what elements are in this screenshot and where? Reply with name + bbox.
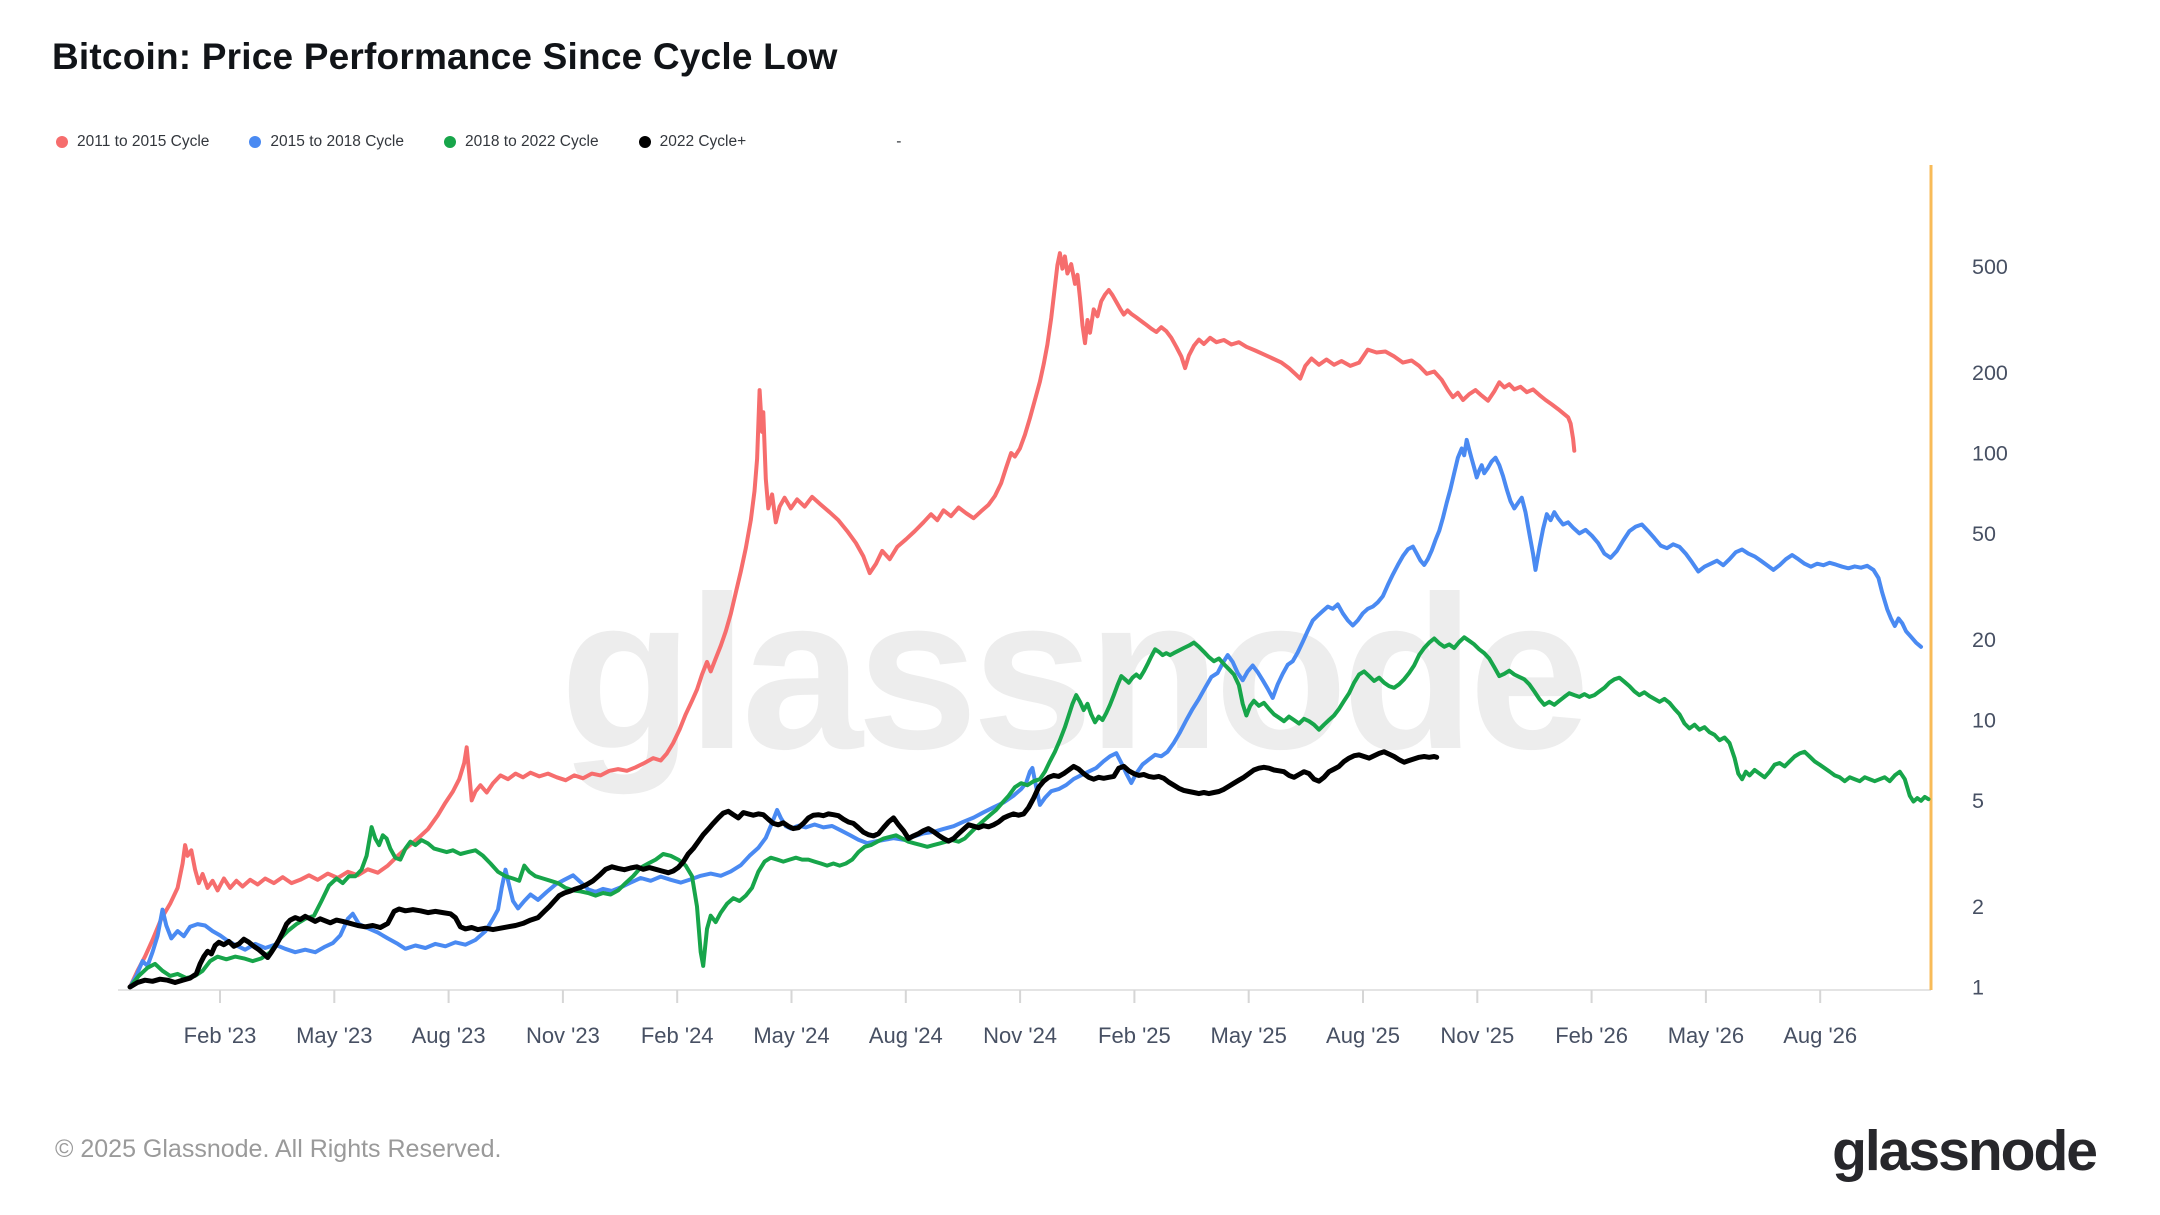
y-axis-label: 1 <box>1972 976 1984 1000</box>
glassnode-logo: glassnode <box>1832 1119 2098 1183</box>
series-line-2011-to-2015-cycle <box>128 251 1577 989</box>
legend-item-4[interactable]: 2022 Cycle+ <box>638 133 747 151</box>
x-axis-label: Feb '24 <box>641 1023 714 1048</box>
legend-item-2[interactable]: 2015 to 2018 Cycle <box>249 133 404 151</box>
x-axis-label: Nov '23 <box>526 1023 600 1048</box>
x-axis-label: Feb '23 <box>184 1023 257 1048</box>
legend-item-1[interactable]: 2011 to 2015 Cycle <box>56 133 209 151</box>
x-axis-label: Nov '24 <box>983 1023 1057 1048</box>
y-axis-label: 100 <box>1972 442 2008 466</box>
glassnode-watermark: glassnode <box>560 552 1584 795</box>
y-axis-label: 500 <box>1972 255 2008 279</box>
x-axis-label: Aug '26 <box>1783 1023 1857 1048</box>
legend-item-empty[interactable]: - <box>896 133 902 150</box>
legend-dot-icon <box>56 136 68 148</box>
x-axis-label: May '25 <box>1211 1023 1287 1048</box>
x-axis-label: Aug '24 <box>869 1023 943 1048</box>
copyright-text: © 2025 Glassnode. All Rights Reserved. <box>55 1135 502 1163</box>
legend-label: 2011 to 2015 Cycle <box>77 133 210 150</box>
y-axis-label: 200 <box>1972 361 2008 385</box>
page-title: Bitcoin: Price Performance Since Cycle L… <box>52 36 838 77</box>
axes: Feb '23 May '23 Aug '23 Nov '23 Feb '24 May '… <box>118 165 2008 1048</box>
x-axis-label: Feb '26 <box>1555 1023 1628 1048</box>
x-axis-label: May '23 <box>296 1023 372 1048</box>
y-axis-label: 50 <box>1972 522 1996 546</box>
legend-label: 2022 Cycle+ <box>659 133 747 150</box>
series-lines <box>127 251 1931 990</box>
x-axis-label: Feb '25 <box>1098 1023 1171 1048</box>
legend-label: 2015 to 2018 Cycle <box>270 133 404 150</box>
legend-dot-icon <box>444 136 456 148</box>
y-axis-label: 10 <box>1972 709 1996 733</box>
x-axis-label: May '24 <box>753 1023 829 1048</box>
legend: 2011 to 2015 Cycle 2015 to 2018 Cycle 2018… <box>56 133 901 151</box>
x-axis-label: Aug '25 <box>1326 1023 1400 1048</box>
x-axis-label: May '26 <box>1668 1023 1744 1048</box>
legend-dot-icon <box>249 136 262 148</box>
legend-dot-icon <box>638 136 651 148</box>
y-axis-label: 20 <box>1972 628 1996 652</box>
series-line-2022-cycle <box>127 749 1440 990</box>
legend-item-3[interactable]: 2018 to 2022 Cycle <box>444 133 599 151</box>
x-axis-label: Nov '25 <box>1440 1023 1514 1048</box>
y-axis-label: 2 <box>1972 895 1984 919</box>
series-line-2015-to-2018-cycle <box>128 437 1923 989</box>
series-line-2018-to-2022-cycle <box>128 635 1931 989</box>
x-axis-label: Aug '23 <box>412 1023 486 1048</box>
legend-label: 2018 to 2022 Cycle <box>465 133 599 150</box>
y-axis-label: 5 <box>1972 789 1984 813</box>
